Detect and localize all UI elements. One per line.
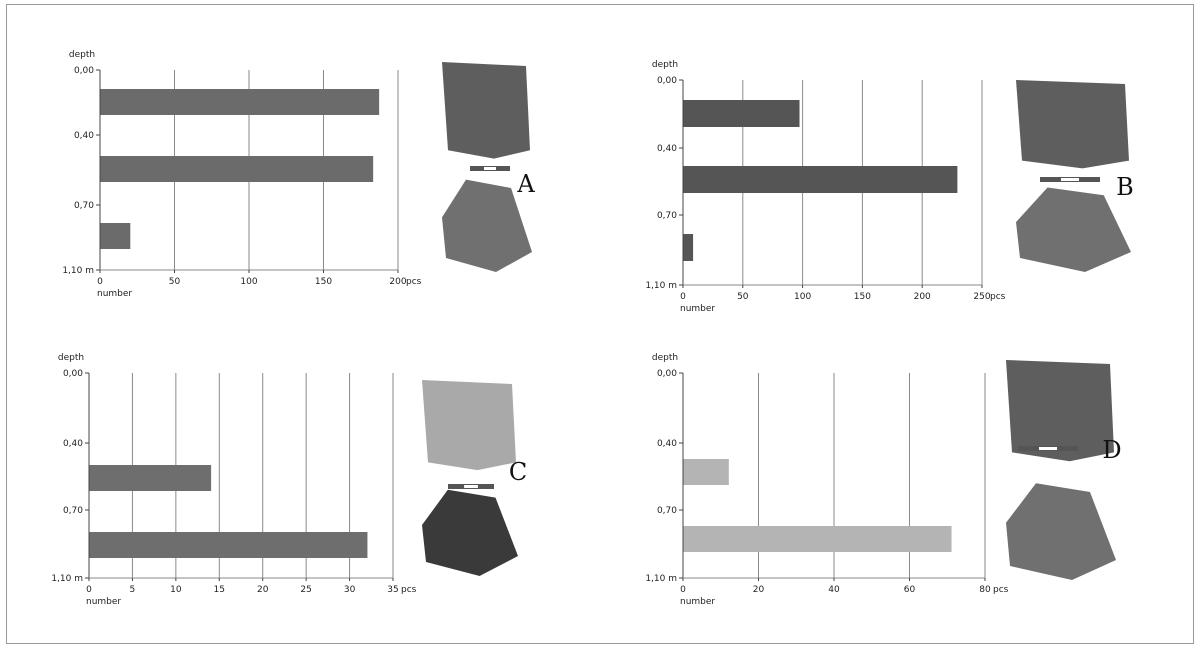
sherd-fragment-upper: [422, 380, 516, 471]
x-axis-title: number: [86, 597, 121, 607]
y-tick-label: 0,40: [63, 439, 83, 449]
x-tick-label: 35: [387, 585, 398, 595]
y-tick-label: 0,40: [657, 144, 677, 154]
y-tick-label: 0,70: [63, 506, 83, 516]
x-tick-label: 0: [97, 277, 103, 287]
x-tick-label: 30: [344, 585, 356, 595]
bar: [683, 526, 952, 552]
x-tick-label: 80: [979, 585, 991, 595]
scale-bar-gap: [484, 167, 496, 170]
bar: [683, 100, 800, 127]
y-axis-title: depth: [652, 60, 678, 70]
sherd-photo: [442, 62, 532, 272]
bar: [100, 156, 374, 182]
x-tick-label: 40: [828, 585, 840, 595]
y-tick-label: 0,70: [657, 211, 677, 221]
scale-bar-gap: [1061, 178, 1079, 181]
x-axis-title: number: [97, 289, 132, 299]
y-tick-label: 1,10 m: [645, 574, 677, 584]
y-tick-label: 0,40: [657, 439, 677, 449]
y-tick-label: 0,00: [74, 66, 94, 76]
x-unit-label: pcs: [993, 585, 1009, 595]
bar: [100, 89, 380, 115]
x-tick-label: 10: [170, 585, 182, 595]
chart-a: 0,00 0,40 0,70 1,10 m depth 0 50 100 150 200 pcs nu…: [62, 50, 535, 299]
x-tick-label: 200: [389, 277, 406, 287]
sherd-photo: [1016, 80, 1131, 272]
x-tick-label: 100: [794, 292, 811, 302]
panel-letter: A: [516, 170, 535, 198]
x-tick-label: 50: [737, 292, 749, 302]
panel-letter: B: [1116, 173, 1134, 201]
scale-bar-gap: [464, 485, 478, 488]
bar: [683, 459, 729, 485]
scale-bar-gap: [1039, 447, 1057, 450]
chart-c: 0,00 0,40 0,70 1,10 m depth 0 5 10 15 20 25 30 35 pcs…: [51, 353, 527, 607]
y-tick-label: 1,10 m: [62, 266, 94, 276]
y-axis-title: depth: [69, 50, 95, 60]
y-tick-label: 0,00: [63, 369, 83, 379]
y-axis-title: depth: [652, 353, 678, 363]
figure-frame: [6, 4, 1194, 644]
x-tick-label: 20: [257, 585, 269, 595]
sherd-fragment-upper: [1016, 80, 1129, 169]
chart-d: 0,00 0,40 0,70 1,10 m depth 0 20 40 60 80 pcs numbe…: [645, 353, 1121, 607]
x-axis-title: number: [680, 304, 715, 314]
x-tick-label: 15: [214, 585, 225, 595]
y-axis-title: depth: [58, 353, 84, 363]
x-unit-label: pcs: [990, 292, 1006, 302]
x-tick-label: 0: [86, 585, 92, 595]
y-tick-label: 0,00: [657, 76, 677, 86]
sherd-photo: [1006, 360, 1116, 580]
sherd-fragment-lower: [1016, 187, 1131, 272]
x-tick-label: 150: [315, 277, 332, 287]
bar: [100, 223, 131, 249]
sherd-fragment-upper: [442, 62, 530, 159]
x-unit-label: pcs: [401, 585, 417, 595]
sherd-fragment-lower: [442, 179, 532, 272]
panel-letter: D: [1102, 436, 1121, 464]
y-tick-label: 1,10 m: [645, 281, 677, 291]
sherd-fragment-lower: [1006, 483, 1116, 580]
x-tick-label: 5: [130, 585, 136, 595]
x-tick-label: 20: [753, 585, 765, 595]
y-tick-label: 1,10 m: [51, 574, 83, 584]
x-tick-label: 200: [914, 292, 931, 302]
x-axis-title: number: [680, 597, 715, 607]
bar: [683, 234, 694, 261]
x-tick-label: 25: [300, 585, 311, 595]
bar: [89, 465, 212, 491]
y-tick-label: 0,70: [657, 506, 677, 516]
y-tick-label: 0,00: [657, 369, 677, 379]
x-tick-label: 0: [680, 585, 686, 595]
sherd-fragment-upper: [1006, 360, 1114, 462]
bar: [89, 532, 368, 558]
x-tick-label: 150: [854, 292, 871, 302]
sherd-fragment-lower: [422, 489, 518, 576]
x-unit-label: pcs: [406, 277, 422, 287]
x-tick-label: 60: [904, 585, 916, 595]
x-tick-label: 50: [169, 277, 181, 287]
sherd-photo: [422, 380, 518, 576]
panel-letter: C: [509, 458, 527, 486]
y-tick-label: 0,40: [74, 131, 94, 141]
x-tick-label: 250: [973, 292, 990, 302]
chart-b: 0,00 0,40 0,70 1,10 m depth 0 50 100 150 200 250 pc…: [645, 60, 1133, 314]
x-tick-label: 0: [680, 292, 686, 302]
y-tick-label: 0,70: [74, 201, 94, 211]
bar: [683, 166, 958, 193]
x-tick-label: 100: [240, 277, 257, 287]
